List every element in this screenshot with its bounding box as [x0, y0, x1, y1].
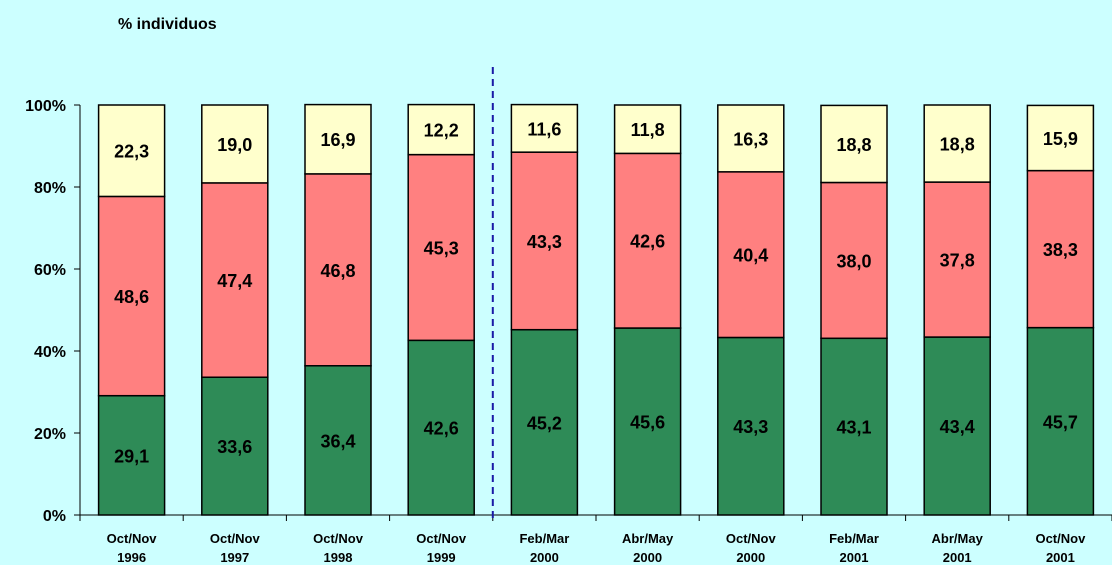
- data-label: 43,3: [527, 232, 562, 252]
- bar-segment: [1026, 169, 1095, 329]
- bar-segment: [923, 181, 991, 338]
- y-tick-label: 40%: [34, 344, 66, 361]
- x-tick-label: 1996: [117, 550, 146, 565]
- bar-segment: [304, 365, 372, 516]
- bar-segment: [510, 328, 579, 516]
- data-label: 18,8: [836, 135, 871, 155]
- bar-segment: [304, 173, 372, 367]
- data-label: 11,6: [527, 119, 561, 139]
- x-tick-label: 1999: [427, 550, 456, 565]
- data-label: 36,4: [320, 431, 355, 451]
- y-tick-label: 100%: [25, 98, 66, 115]
- bar-segment: [304, 103, 372, 175]
- data-label: 45,6: [630, 413, 665, 433]
- bar-segment: [717, 336, 785, 516]
- data-label: 42,6: [424, 419, 459, 439]
- x-tick-label: Oct/Nov: [210, 531, 261, 546]
- y-tick-label: 80%: [34, 180, 66, 197]
- y-axis-title: % individuos: [118, 16, 217, 33]
- data-label: 42,6: [630, 232, 665, 252]
- bar-segment: [923, 336, 991, 516]
- data-label: 18,8: [940, 135, 975, 155]
- data-label: 22,3: [114, 142, 149, 162]
- bar-segment: [510, 151, 579, 331]
- data-label: 43,1: [836, 418, 871, 438]
- data-label: 40,4: [733, 246, 768, 266]
- data-label: 15,9: [1043, 129, 1078, 149]
- x-tick-label: Abr/May: [932, 531, 984, 546]
- x-tick-label: Oct/Nov: [416, 531, 467, 546]
- data-label: 11,8: [631, 120, 665, 140]
- x-tick-label: Feb/Mar: [829, 531, 879, 546]
- y-tick-label: 0%: [43, 508, 66, 525]
- bar-segment: [820, 104, 888, 184]
- x-tick-label: 2000: [736, 550, 765, 565]
- data-label: 29,1: [114, 446, 149, 466]
- bar-segment: [97, 104, 166, 198]
- data-label: 45,2: [527, 413, 562, 433]
- data-label: 19,0: [217, 135, 252, 155]
- x-tick-label: 2000: [633, 550, 662, 565]
- data-label: 43,3: [733, 417, 768, 437]
- x-tick-label: 2001: [1046, 550, 1075, 565]
- x-tick-label: Oct/Nov: [107, 531, 158, 546]
- y-tick-label: 60%: [34, 262, 66, 279]
- data-label: 16,3: [733, 129, 768, 149]
- bar-segment: [717, 104, 785, 173]
- bar-segment: [201, 182, 269, 378]
- x-tick-label: 1998: [324, 550, 353, 565]
- data-label: 33,6: [217, 437, 252, 457]
- bar-segment: [201, 104, 269, 184]
- bar-segment: [1026, 326, 1095, 516]
- bar-segment: [820, 181, 888, 340]
- bar-segment: [510, 103, 579, 153]
- bar-segment: [613, 104, 682, 155]
- bar-segment: [717, 171, 785, 339]
- x-tick-label: Oct/Nov: [313, 531, 364, 546]
- bar-segment: [613, 327, 682, 516]
- y-tick-label: 20%: [34, 426, 66, 443]
- x-tick-label: 1997: [220, 550, 249, 565]
- x-tick-label: Feb/Mar: [519, 531, 569, 546]
- data-label: 47,4: [217, 271, 252, 291]
- data-label: 45,7: [1043, 412, 1078, 432]
- bar-segment: [923, 104, 991, 183]
- x-tick-label: 2000: [530, 550, 559, 565]
- bar-segment: [1026, 104, 1095, 172]
- data-label: 46,8: [320, 261, 355, 281]
- bar-segment: [407, 339, 475, 516]
- data-label: 37,8: [940, 251, 975, 271]
- bar-segment: [820, 337, 888, 516]
- x-tick-label: Abr/May: [622, 531, 674, 546]
- data-label: 12,2: [424, 121, 459, 141]
- x-tick-label: Oct/Nov: [726, 531, 777, 546]
- x-tick-label: Oct/Nov: [1035, 531, 1086, 546]
- data-label: 38,0: [836, 251, 871, 271]
- bar-segment: [407, 153, 475, 342]
- bar-segment: [407, 103, 475, 156]
- bar-segment: [201, 376, 269, 516]
- bar-segment: [613, 152, 682, 329]
- x-tick-label: 2001: [943, 550, 972, 565]
- data-label: 38,3: [1043, 240, 1078, 260]
- x-tick-label: 2001: [840, 550, 869, 565]
- data-label: 43,4: [940, 417, 975, 437]
- data-label: 48,6: [114, 287, 149, 307]
- data-label: 45,3: [424, 238, 459, 258]
- data-label: 16,9: [320, 130, 355, 150]
